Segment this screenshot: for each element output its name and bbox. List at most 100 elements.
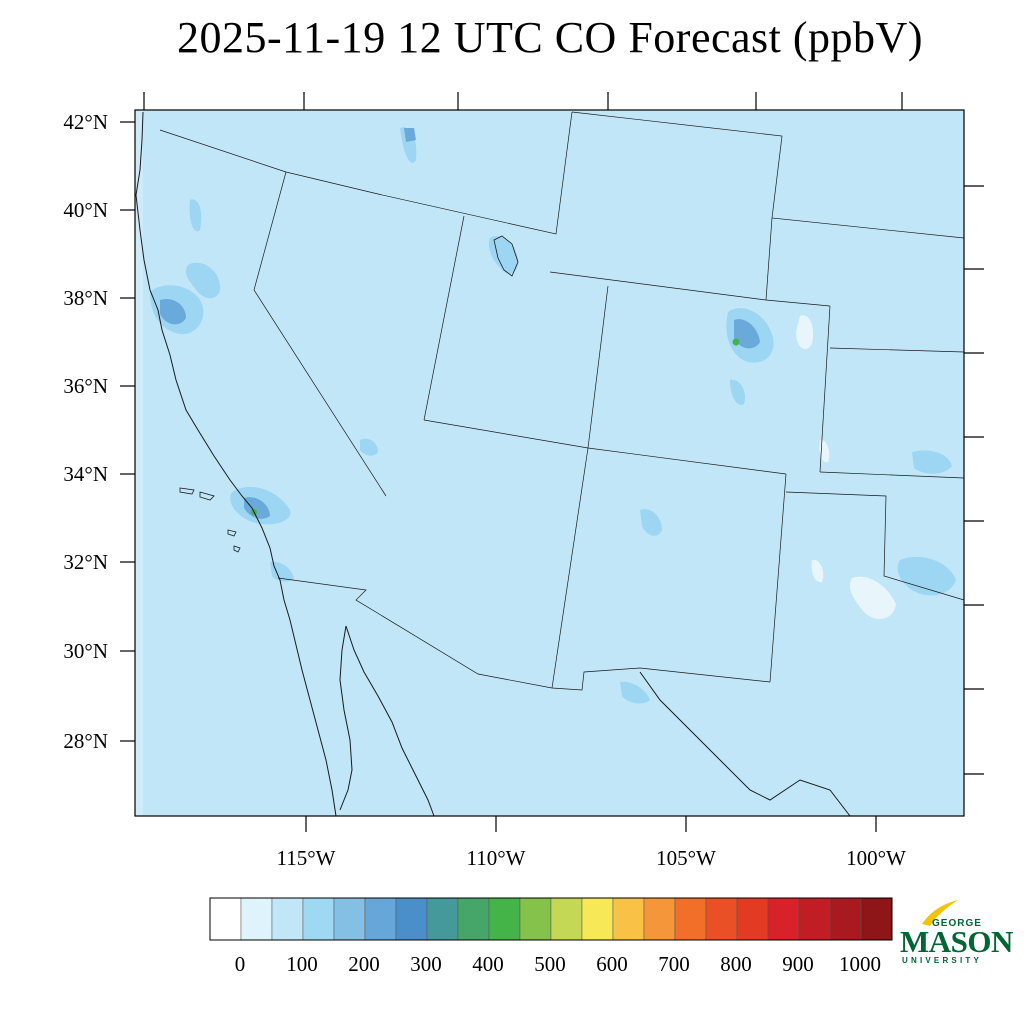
ocean-edge-strip <box>135 110 143 816</box>
map-frame <box>134 109 965 817</box>
border-wy-sd-ne <box>571 111 965 239</box>
colorbar-label: 400 <box>472 952 504 976</box>
gmu-logo: GEORGE MASON UNIVERSITY <box>898 898 1013 970</box>
border-nm-tx <box>769 473 787 683</box>
colorbar-label: 300 <box>410 952 442 976</box>
great-salt-lake <box>493 235 519 277</box>
map-background <box>135 110 964 816</box>
colorbar-swatch <box>860 897 893 941</box>
lat-tick-label: 42°N <box>63 110 108 134</box>
colorbar-swatch <box>333 897 366 941</box>
colorbar-swatch <box>798 897 831 941</box>
colorbar-swatch <box>240 897 273 941</box>
low-area-texas <box>849 576 896 619</box>
logo-line1: GEORGE <box>932 918 982 929</box>
lon-tick-label: 115°W <box>276 846 336 870</box>
hotspot-denver <box>734 319 760 349</box>
colorbar-swatch <box>550 897 583 941</box>
gmu-logo-swoosh-icon <box>922 900 958 926</box>
lat-tick-label: 30°N <box>63 639 108 663</box>
colorbar-label: 800 <box>720 952 752 976</box>
colorbar-label: 100 <box>286 952 318 976</box>
plume-albuquerque <box>640 509 662 536</box>
border-id-ut-wy <box>377 111 573 235</box>
gulf-of-california-east-coast <box>345 625 435 817</box>
channel-islands <box>179 487 241 553</box>
baja-east-coast <box>339 625 353 811</box>
peak-denver <box>732 338 740 346</box>
border-nm-ok <box>819 471 965 479</box>
plume-sacramento <box>185 262 221 299</box>
colorbar-swatch <box>209 897 242 941</box>
lat-tick-label: 32°N <box>63 550 108 574</box>
hotspot-la <box>244 497 270 519</box>
colorbar-swatch <box>643 897 676 941</box>
colorbar-swatch <box>488 897 521 941</box>
colorbar-label: 0 <box>234 952 246 976</box>
lat-tick-label: 40°N <box>63 198 108 222</box>
plume-phoenix <box>360 438 378 456</box>
plume-el-paso <box>620 681 650 704</box>
chart-title: 2025-11-19 12 UTC CO Forecast (ppbV) <box>177 13 923 62</box>
plume-colorado-south <box>730 379 746 405</box>
colorbar-label: 200 <box>348 952 380 976</box>
lat-tick-label: 34°N <box>63 462 108 486</box>
colorbar-swatch <box>581 897 614 941</box>
border-tx-panhandle <box>785 491 965 601</box>
plume-texas-east <box>897 556 956 596</box>
pacific-coastline <box>135 111 337 817</box>
political-borders <box>159 111 965 691</box>
colorbar-label: 600 <box>596 952 628 976</box>
plume-kansas <box>912 450 952 474</box>
co-hotspots <box>160 128 760 519</box>
mexico-gulf-coast <box>639 671 851 817</box>
border-ne-ks <box>829 347 965 353</box>
colorbar-swatch <box>395 897 428 941</box>
border-us-mexico <box>277 577 771 691</box>
border-az-nm-north <box>423 419 787 475</box>
lat-tick-label: 36°N <box>63 374 108 398</box>
colorbar-swatch <box>364 897 397 941</box>
border-ks-ok <box>765 217 773 301</box>
border-nv-ut <box>423 215 465 421</box>
colorbar-swatch <box>271 897 304 941</box>
co-low-areas <box>796 315 896 619</box>
border-co-east <box>819 305 831 473</box>
colorbar-swatch <box>519 897 552 941</box>
colorbar-label: 500 <box>534 952 566 976</box>
colorbar-label: 900 <box>782 952 814 976</box>
lon-tick-label: 105°W <box>656 846 716 870</box>
hotspot-portland <box>404 128 416 142</box>
logo-line2: MASON <box>900 924 1013 959</box>
map-panel <box>120 92 984 832</box>
axis-ticks <box>120 92 984 832</box>
lat-tick-label: 38°N <box>63 286 108 310</box>
colorbar-label: 1000 <box>839 952 881 976</box>
hotspot-sf <box>160 298 186 325</box>
lon-tick-label: 100°W <box>846 846 906 870</box>
plume-sierra <box>189 199 202 232</box>
plume-san-diego <box>270 561 294 582</box>
lat-tick-label: 28°N <box>63 729 108 753</box>
colorbar-swatch <box>612 897 645 941</box>
colorbar-swatch <box>302 897 335 941</box>
colorbar-frame <box>209 897 893 941</box>
colorbar-swatch <box>426 897 459 941</box>
colorbar-swatch <box>767 897 800 941</box>
logo-line3: UNIVERSITY <box>902 956 983 965</box>
colorbar-label: 700 <box>658 952 690 976</box>
coastlines <box>135 111 851 817</box>
low-area-colorado <box>796 315 814 349</box>
colorbar-swatch <box>457 897 490 941</box>
colorbar-swatch <box>829 897 862 941</box>
colorbar-swatch <box>674 897 707 941</box>
plume-salt-lake <box>488 236 519 274</box>
colorbar <box>209 897 893 941</box>
border-ca-nv-diagonal <box>253 171 387 497</box>
colorbar-swatch <box>736 897 769 941</box>
colorbar-swatch <box>705 897 738 941</box>
low-area-texas-2 <box>811 559 824 583</box>
lon-tick-label: 110°W <box>466 846 526 870</box>
